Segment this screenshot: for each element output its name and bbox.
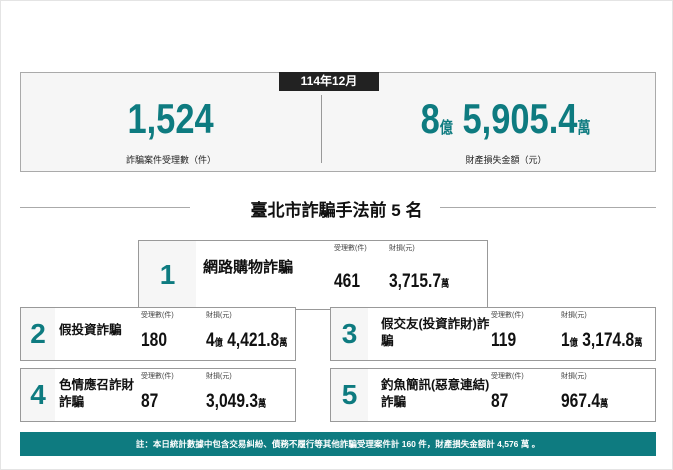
loss-label: 財損(元) <box>206 373 232 380</box>
total-loss-label: 財產損失金額（元） <box>465 155 547 165</box>
fraud-type-name: 假交友(投資詐財)詐騙 <box>381 317 490 348</box>
loss-amount: 1億 3,174.8萬 <box>561 330 643 351</box>
cases-label: 受理數(件) <box>141 312 174 319</box>
rank-number: 3 <box>331 308 368 360</box>
rank-number: 1 <box>139 241 196 309</box>
cases-label: 受理數(件) <box>491 312 524 319</box>
section-line-left <box>20 207 190 208</box>
cases-label: 受理數(件) <box>491 373 524 380</box>
cases-label: 受理數(件) <box>141 373 174 380</box>
fraud-type-name: 釣魚簡訊(惡意連結)詐騙 <box>381 378 490 409</box>
fraud-type-name: 假投資詐騙 <box>59 323 122 337</box>
divider <box>321 95 322 163</box>
total-cases: 1,524 <box>127 95 215 142</box>
loss-amount: 967.4萬 <box>561 391 609 412</box>
loss-label: 財損(元) <box>206 312 232 319</box>
loss-label: 財損(元) <box>389 245 415 252</box>
note-banner: 註：本日統計數據中包含交易糾紛、債務不履行等其他詐騙受理案件計 160 件，財產… <box>20 432 656 456</box>
fraud-type-name: 色情應召詐財詐騙 <box>59 378 135 409</box>
fraud-rank-card: 2 假投資詐騙 受理數(件) 財損(元) 180 4億 4,421.8萬 <box>20 307 296 361</box>
case-count: 87 <box>141 391 159 412</box>
section-line-right <box>440 207 656 208</box>
period-badge: 114年12月 <box>279 72 379 91</box>
loss-amount: 3,715.7萬 <box>389 271 450 292</box>
fraud-rank-card: 4 色情應召詐財詐騙 受理數(件) 財損(元) 87 3,049.3萬 <box>20 368 296 422</box>
summary-panel: 114年12月 1,524 詐騙案件受理數（件） 8億 5,905.4萬 財產損… <box>20 72 656 172</box>
fraud-rank-card: 5 釣魚簡訊(惡意連結)詐騙 受理數(件) 財損(元) 87 967.4萬 <box>330 368 656 422</box>
fraud-type-name: 網路購物詐騙 <box>203 259 294 276</box>
fraud-rank-card: 3 假交友(投資詐財)詐騙 受理數(件) 財損(元) 119 1億 3,174.… <box>330 307 656 361</box>
page-title: 臺北市 打詐儀錶板 <box>0 10 673 65</box>
rank-number: 4 <box>21 369 55 421</box>
case-count: 119 <box>491 330 517 351</box>
section-title: 臺北市詐騙手法前 5 名 <box>250 201 423 220</box>
fraud-rank-card: 1 網路購物詐騙 受理數(件) 財損(元) 461 3,715.7萬 <box>138 240 488 310</box>
rank-number: 2 <box>21 308 55 360</box>
cases-label: 受理數(件) <box>334 245 367 252</box>
loss-amount: 3,049.3萬 <box>206 391 267 412</box>
loss-label: 財損(元) <box>561 373 587 380</box>
case-count: 461 <box>334 271 360 292</box>
loss-label: 財損(元) <box>561 312 587 319</box>
case-count: 87 <box>491 391 509 412</box>
case-count: 180 <box>141 330 167 351</box>
rank-number: 5 <box>331 369 368 421</box>
total-loss: 8億 5,905.4萬 <box>421 95 591 142</box>
loss-amount: 4億 4,421.8萬 <box>206 330 288 351</box>
total-cases-label: 詐騙案件受理數（件） <box>125 155 216 165</box>
